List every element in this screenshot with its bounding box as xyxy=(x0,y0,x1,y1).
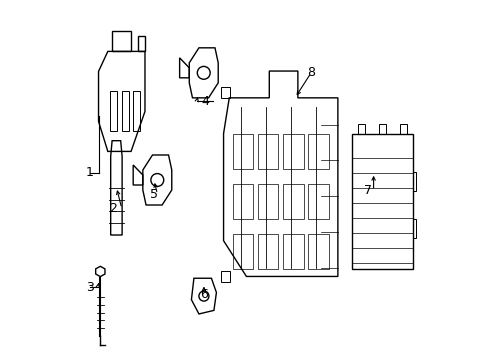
Text: 8: 8 xyxy=(307,66,315,79)
Bar xyxy=(413,172,416,190)
Bar xyxy=(258,184,278,219)
Text: 7: 7 xyxy=(364,184,372,197)
Bar xyxy=(283,134,304,169)
Bar xyxy=(358,124,365,134)
Bar xyxy=(400,124,407,134)
Bar xyxy=(233,134,253,169)
Bar xyxy=(283,184,304,219)
Bar xyxy=(110,91,117,131)
Bar xyxy=(308,134,329,169)
Text: 6: 6 xyxy=(200,288,208,301)
Text: 1: 1 xyxy=(86,166,94,179)
Text: 5: 5 xyxy=(150,188,158,201)
Bar xyxy=(379,124,386,134)
Bar xyxy=(258,134,278,169)
Bar xyxy=(308,184,329,219)
Bar xyxy=(133,91,140,131)
Bar xyxy=(308,234,329,269)
Bar xyxy=(283,234,304,269)
Bar xyxy=(413,219,416,238)
Text: 4: 4 xyxy=(202,95,210,108)
Text: 3: 3 xyxy=(86,281,94,294)
Bar xyxy=(233,234,253,269)
Bar xyxy=(352,134,413,269)
Bar xyxy=(258,234,278,269)
Text: 2: 2 xyxy=(109,202,117,215)
Bar xyxy=(233,184,253,219)
Bar xyxy=(221,87,230,98)
Bar xyxy=(122,91,129,131)
Bar xyxy=(221,271,230,282)
